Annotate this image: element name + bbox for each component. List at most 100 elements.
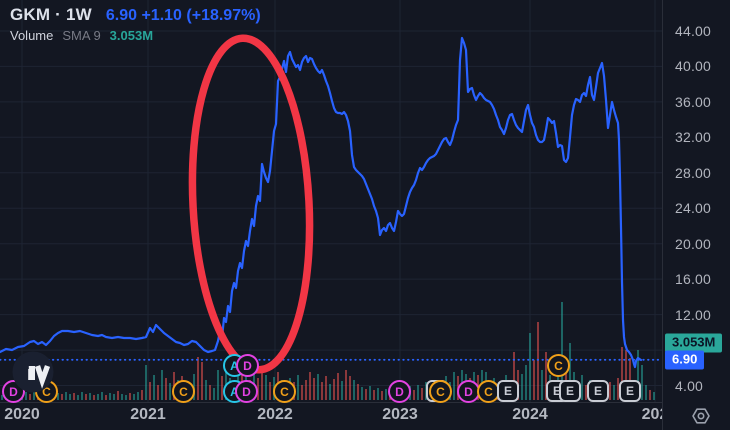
- volume-current-value: 3.053M: [109, 28, 154, 44]
- event-marker-c[interactable]: C: [172, 380, 195, 403]
- volume-bar: [581, 375, 583, 400]
- volume-bar: [625, 350, 627, 400]
- event-marker-c[interactable]: C: [273, 380, 296, 403]
- volume-bar: [537, 322, 539, 400]
- time-axis-label: 2021: [130, 406, 166, 423]
- chart-header: GKM · 1W 6.90 +1.10 (+18.97%) Volume SMA…: [10, 5, 261, 44]
- volume-bar: [73, 393, 75, 400]
- volume-bar: [529, 333, 531, 400]
- volume-bar: [269, 382, 271, 400]
- volume-bar: [157, 385, 159, 400]
- time-axis[interactable]: 2020 2021 2022 2023 2024 202: [0, 402, 662, 430]
- volume-bar: [261, 370, 263, 400]
- chart-pane[interactable]: DCCADADCDECDCEEECEE: [0, 0, 662, 403]
- volume-bar: [629, 358, 631, 400]
- volume-bar: [329, 384, 331, 400]
- volume-bar: [385, 389, 387, 400]
- volume-bar: [569, 343, 571, 400]
- volume-bar: [649, 390, 651, 400]
- volume-bar: [77, 395, 79, 400]
- event-marker-e[interactable]: E: [559, 380, 581, 402]
- price-axis-label: 4.00: [675, 377, 704, 394]
- price-axis-label: 32.00: [675, 129, 712, 146]
- price-axis[interactable]: 3.053M 6.90 44.00 40.00 36.00 32.00 28.00 24.…: [662, 0, 730, 430]
- event-marker-d[interactable]: D: [236, 354, 259, 377]
- volume-bar: [209, 385, 211, 400]
- event-marker-d[interactable]: D: [388, 380, 411, 403]
- volume-bar: [61, 394, 63, 400]
- volume-bar: [381, 391, 383, 400]
- volume-bar: [25, 392, 27, 400]
- event-marker-c[interactable]: C: [547, 354, 570, 377]
- volume-bar: [321, 382, 323, 400]
- time-axis-label: 2022: [257, 406, 293, 423]
- volume-bar: [217, 370, 219, 400]
- price-axis-label: 16.00: [675, 271, 712, 288]
- volume-indicator-label[interactable]: Volume: [10, 28, 54, 44]
- volume-bar: [345, 370, 347, 400]
- volume-bar: [101, 392, 103, 400]
- event-marker-c[interactable]: C: [477, 380, 500, 403]
- annotation-ellipse[interactable]: [184, 34, 317, 374]
- volume-bar: [317, 374, 319, 400]
- volume-sma-param: SMA 9: [62, 28, 101, 44]
- volume-bar: [637, 350, 639, 400]
- volume-bar: [121, 394, 123, 400]
- price-axis-label: 20.00: [675, 235, 712, 252]
- volume-bar: [145, 365, 147, 400]
- volume-bar: [69, 394, 71, 400]
- event-marker-e[interactable]: E: [497, 380, 519, 402]
- tradingview-logo[interactable]: [12, 351, 54, 393]
- volume-bar: [309, 372, 311, 400]
- chart-canvas[interactable]: [0, 0, 662, 402]
- price-axis-label: 24.00: [675, 200, 712, 217]
- volume-bar: [357, 384, 359, 400]
- volume-bar: [653, 392, 655, 400]
- volume-bar: [65, 392, 67, 400]
- volume-bar: [33, 391, 35, 400]
- tradingview-logo-icon: [12, 351, 54, 393]
- volume-bar: [85, 394, 87, 400]
- event-marker-d[interactable]: D: [235, 380, 258, 403]
- event-marker-e[interactable]: E: [619, 380, 641, 402]
- time-axis-label: 2024: [512, 406, 548, 423]
- volume-bar: [93, 395, 95, 400]
- volume-bar: [333, 379, 335, 400]
- volume-bar: [257, 378, 259, 400]
- price-axis-label: 44.00: [675, 23, 712, 39]
- volume-bar: [617, 378, 619, 400]
- volume-bar: [137, 392, 139, 400]
- hexagon-nut-icon: [692, 408, 710, 424]
- price-axis-label: 28.00: [675, 164, 712, 181]
- volume-bar: [161, 370, 163, 400]
- volume-bar: [1, 395, 3, 400]
- volume-bar: [609, 382, 611, 400]
- volume-indicator-row: Volume SMA 9 3.053M: [10, 28, 261, 44]
- volume-bar: [545, 352, 547, 400]
- volume-bar: [421, 388, 423, 400]
- volume-bar: [169, 383, 171, 400]
- volume-bar: [221, 376, 223, 400]
- time-axis-label: 2020: [4, 406, 40, 423]
- volume-bar: [89, 393, 91, 400]
- volume-bar: [413, 390, 415, 400]
- volume-bar: [129, 393, 131, 400]
- volume-bar: [141, 390, 143, 400]
- volume-bar: [525, 365, 527, 400]
- volume-bar: [325, 376, 327, 400]
- volume-bar: [117, 391, 119, 400]
- volume-bar: [533, 360, 535, 400]
- symbol-title[interactable]: GKM · 1W: [10, 5, 92, 24]
- event-marker-c[interactable]: C: [429, 380, 452, 403]
- axis-settings-icon[interactable]: [688, 404, 714, 428]
- volume-bar: [365, 389, 367, 400]
- volume-bar: [265, 375, 267, 400]
- volume-bar: [297, 375, 299, 400]
- price-axis-label: 36.00: [675, 93, 712, 110]
- volume-bar: [205, 380, 207, 400]
- time-axis-label: 2023: [382, 406, 418, 423]
- event-marker-e[interactable]: E: [587, 380, 609, 402]
- volume-bar: [585, 385, 587, 400]
- price-axis-label: 40.00: [675, 58, 712, 75]
